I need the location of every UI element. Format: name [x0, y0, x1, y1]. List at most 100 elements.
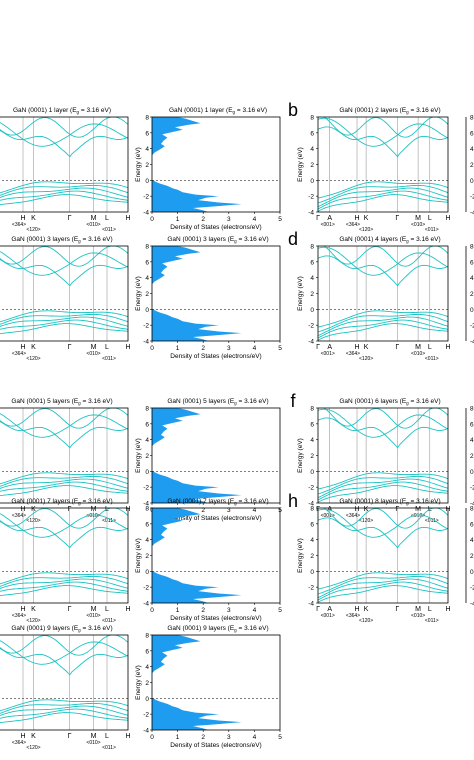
y-tick-label: 2 [470, 553, 474, 560]
dos-panel-1: -4 -2 0 2 4 6 8 0 1 2 3 4 5 Density of States (electr… [135, 115, 282, 232]
conduction-band [0, 117, 128, 138]
k-sublabel: <010> [86, 613, 100, 619]
y-tick-label: 0 [310, 178, 314, 185]
valence-band [318, 485, 448, 503]
conduction-band [0, 635, 128, 656]
x-tick-label: 3 [227, 345, 231, 352]
right-band-panel-d: Γ A H K Γ M L H<001> <364><120><010><011>-4-2024… [297, 244, 451, 363]
right-band-panel-d-plot [318, 246, 448, 341]
right-band-panel-f: ΓAHKΓMLH<001><364><120><010><011>-4-2024… [297, 406, 451, 525]
k-sublabel: <364> [12, 351, 26, 357]
k-label: K [364, 606, 369, 613]
k-label: Γ [68, 606, 72, 613]
plot-frame [0, 116, 129, 213]
valence-band [0, 323, 128, 335]
conduction-band [0, 129, 128, 158]
x-tick-label: 5 [278, 345, 282, 352]
valence-band [318, 310, 448, 328]
valence-band [0, 472, 128, 485]
y-tick-label: 8 [470, 406, 474, 413]
k-sublabel: <011> [425, 356, 439, 362]
plot-frame [0, 407, 129, 504]
x-tick-label: 5 [278, 734, 282, 741]
conduction-band [323, 408, 448, 429]
y-tick-label: -4 [470, 601, 474, 608]
y-tick-label: -2 [143, 585, 149, 592]
x-axis-label: Density of States (electrons/eV) [170, 742, 261, 749]
x-tick-label: 4 [253, 734, 257, 741]
plot-frame [0, 245, 129, 342]
y-tick-label: 4 [310, 146, 314, 153]
band-panel-title: GaN (0001) 1 layer (Eg = 3.16 eV) [13, 107, 111, 115]
y-tick-label: -4 [308, 601, 314, 608]
valence-band [0, 712, 128, 724]
conduction-band [0, 513, 128, 538]
dos-panel-2: -4 -2 0 2 4 6 8 0 1 2 3 4 5 Density of States (electr… [135, 244, 282, 361]
y-tick-label: -4 [143, 339, 149, 346]
k-sublabel: <011> [102, 745, 116, 751]
dos-conduction-area [152, 117, 201, 156]
y-tick-label: 6 [470, 421, 474, 428]
conduction-band [323, 117, 448, 138]
y-tick-label: 2 [310, 453, 314, 460]
x-tick-label: 1 [176, 345, 180, 352]
y-tick-label: 6 [470, 259, 474, 266]
y-tick-label: 4 [145, 537, 149, 544]
y-tick-label: -2 [308, 485, 314, 492]
conduction-band [0, 647, 128, 676]
k-label: H [125, 733, 130, 740]
y-tick-label: -4 [143, 501, 149, 508]
y-tick-label: 6 [145, 421, 149, 428]
valence-band [318, 478, 448, 499]
right-band-panel-f-plot [318, 408, 448, 503]
valence-band [0, 485, 128, 497]
k-label: Γ [316, 344, 320, 351]
y-tick-label: -2 [143, 712, 149, 719]
conduction-band [323, 246, 448, 267]
valence-band [0, 190, 128, 201]
y-tick-label: -4 [308, 210, 314, 217]
y-tick-label: -2 [308, 323, 314, 330]
k-label: Γ [316, 606, 320, 613]
right-dos-strip: -4 -2 0 2 4 6 8 [465, 506, 474, 608]
y-tick-label: 0 [145, 569, 149, 576]
k-label: L [105, 344, 109, 351]
y-tick-label: 6 [310, 521, 314, 528]
y-tick-label: 6 [470, 130, 474, 137]
y-tick-label: 4 [310, 437, 314, 444]
y-tick-label: 8 [145, 506, 149, 513]
k-label: H [445, 606, 450, 613]
right-band-panel-h: Γ A H K Γ M L H<001> <364><120><010><011>-4-2024… [297, 506, 451, 625]
k-sublabel: <364> [346, 351, 360, 357]
valence-band [0, 184, 128, 196]
band-panel-title: GaN (0001) 5 layers (Eg = 3.16 eV) [11, 398, 112, 406]
band-panel-2-plot [0, 246, 128, 341]
valence-band [0, 475, 128, 487]
y-tick-label: 0 [310, 469, 314, 476]
y-tick-label: 0 [470, 178, 474, 185]
k-label: L [428, 606, 432, 613]
k-sublabel: <001> [321, 613, 335, 619]
y-tick-label: 0 [310, 307, 314, 314]
k-label: Γ [395, 344, 399, 351]
k-label: Γ [68, 215, 72, 222]
band-panel-3-plot [0, 408, 128, 503]
valence-band [0, 187, 128, 198]
x-tick-label: 3 [227, 734, 231, 741]
y-axis-label: Energy (eV) [135, 438, 142, 473]
k-label: Γ [316, 215, 320, 222]
right-dos-strip: -4 -2 0 2 4 6 8 [465, 406, 474, 508]
dos-conduction-area [152, 508, 201, 547]
x-tick-label: 0 [150, 734, 154, 741]
dos-panel-title: GaN (0001) 9 layers (Eg = 3.16 eV) [167, 625, 268, 633]
k-sublabel: <011> [425, 518, 439, 524]
x-axis-label: Density of States (electrons/eV) [170, 615, 261, 622]
valence-band [318, 323, 448, 341]
valence-band [318, 572, 448, 590]
k-sublabel: <001> [321, 351, 335, 357]
valence-band [0, 699, 128, 712]
k-sublabel: <010> [411, 613, 425, 619]
